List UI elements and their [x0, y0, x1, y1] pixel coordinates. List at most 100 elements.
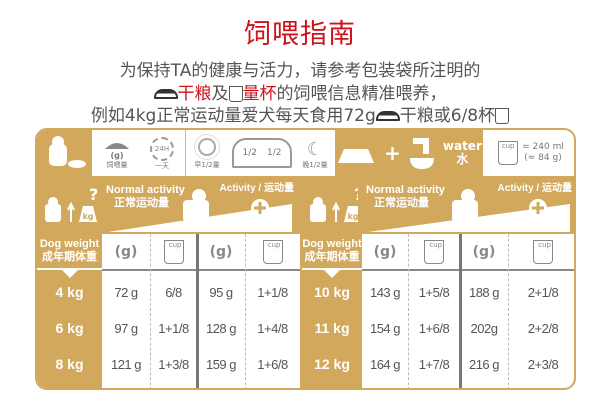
cup-icon: cup [498, 141, 519, 165]
amount-cell: 121 g [110, 356, 142, 372]
moon-icon: ☾ [306, 138, 324, 160]
one-day-label: 一天 [155, 162, 169, 170]
normal-activity-label: Normal activity 正常运动量 [366, 184, 445, 210]
cup-header: cup [245, 234, 300, 270]
svg-text:kg: kg [82, 212, 93, 221]
amount-cell: 97 g [114, 320, 138, 336]
example-text-2: 干粮或6/8杯 [399, 106, 496, 126]
svg-text:?: ? [89, 185, 98, 204]
cup-g: (≈ 84 g) [524, 153, 562, 163]
intro-line-2: 干粮及 量杯的饲喂信息精准喂养， [0, 79, 600, 104]
activity-header: Normal activity 正常运动量 Activity / 运动量 [102, 178, 300, 234]
divider [196, 234, 199, 388]
dog-weight-en: Dog weight [302, 238, 362, 250]
amount-cell: 143 g [369, 284, 401, 300]
divider [102, 269, 300, 271]
amount-cell: 2+3/8 [527, 356, 559, 372]
bowl-icon [375, 111, 400, 121]
amount-cell: 2+1/8 [527, 284, 559, 300]
sun-icon [198, 138, 216, 156]
cup-icon [495, 108, 510, 124]
cup-icon [228, 86, 243, 102]
amount-cell: 6/8 [165, 284, 182, 300]
morning-cell: 早1/2量 [187, 134, 227, 174]
grams-label: (g) [114, 244, 138, 260]
amount-cell: 164 g [369, 356, 401, 372]
feed-amount-label: 饲喂量 [106, 160, 128, 169]
activity-ramp [368, 189, 570, 232]
dog-weight-cn: 成年期体重 [42, 251, 97, 263]
evening-cell: ☾ 晚1/2量 [297, 134, 333, 174]
grams-header: (g) [197, 234, 245, 270]
cup-measure-cell: cup = 240 ml (≈ 84 g) [485, 132, 574, 174]
intro-line-3: 例如4kg正常运动量爱犬每天食用72g 干粮或6/8杯 [0, 101, 600, 126]
divider [508, 234, 509, 388]
amount-cell: 1+7/8 [418, 356, 450, 372]
day-cell: 24H 一天 [142, 134, 182, 174]
amount-cell: 1+3/8 [158, 356, 189, 372]
half-label: 1/2 [242, 148, 257, 158]
amount-cell: 95 g [209, 284, 233, 300]
amount-cell: 216 g [468, 356, 500, 372]
normal-en: Normal activity [106, 184, 185, 196]
amount-cell: 1+1/8 [158, 320, 189, 336]
intro-line-1: 为保持TA的健康与活力，请参考包装袋所注明的 [119, 61, 481, 81]
split-bowl-icon: 1/2 1/2 [232, 138, 292, 168]
grams-label: (g) [209, 244, 233, 260]
faucet-icon [409, 138, 434, 169]
amount-cell: 72 g [114, 284, 138, 300]
panel-divider [300, 178, 302, 388]
arrow-down-icon [61, 270, 78, 278]
bowl-icon [105, 142, 129, 149]
food-plus-water-cell: + water 水 [335, 130, 483, 176]
weight-cell: 11 kg [314, 320, 350, 336]
clock-icon: 24H [150, 137, 174, 161]
amount-cell: 1+5/8 [418, 284, 450, 300]
weight-cell: 6 kg [55, 320, 84, 336]
amount-cell: 154 g [369, 320, 401, 336]
amount-cell: 2+2/8 [527, 320, 559, 336]
amount-cell: 188 g [468, 284, 500, 300]
grams-header: (g) [460, 234, 508, 270]
amount-cell: 1+6/8 [257, 356, 288, 372]
cup-header: cup [408, 234, 460, 270]
cup-ml: = 240 ml [522, 142, 564, 152]
arrow-down-icon [324, 270, 340, 278]
water-cn: 水 [456, 152, 469, 166]
amount-cell: 128 g [205, 320, 237, 336]
feeding-table: (g) 饲喂量 24H 一天 早1/2量 1/2 1/2 ☾ 晚1/2量 + wa… [35, 128, 576, 390]
amount-cell: 202g [470, 320, 498, 336]
divider [408, 234, 409, 388]
divider [37, 268, 102, 270]
cup-header: cup [508, 234, 574, 270]
water-label: water 水 [443, 140, 482, 166]
morning-label: 早1/2量 [194, 161, 220, 169]
water-en: water [442, 139, 482, 153]
divider [302, 268, 362, 270]
activity-label: Activity / 运动量 [497, 183, 572, 194]
cup-measure: = 240 ml (≈ 84 g) [522, 142, 564, 164]
amount-cell: 159 g [205, 356, 237, 372]
cup-text: 量杯 [242, 84, 277, 104]
dog-weight-cn: 成年期体重 [304, 251, 360, 263]
activity-header: Normal activity 正常运动量 Activity / 运动量 [362, 178, 574, 234]
svg-text:kg: kg [347, 212, 358, 221]
dog-weight-header: Dog weight 成年期体重 [37, 234, 102, 268]
dog-weight-header: Dog weight 成年期体重 [302, 234, 362, 268]
divider [185, 130, 186, 176]
dog-bowl-icon [37, 130, 92, 176]
grams-label: (g) [373, 244, 397, 260]
divider [459, 234, 462, 388]
weight-cell: 8 kg [55, 356, 84, 372]
dry-food-text: 干粮 [177, 84, 212, 104]
page-title: 饲喂指南 [244, 19, 356, 50]
example-text: 例如4kg正常运动量爱犬每天食用72g [90, 106, 376, 126]
cup-icon: cup [424, 240, 444, 264]
activity-label: Activity / 运动量 [219, 183, 294, 194]
bowl-icon [153, 89, 178, 99]
cup-icon: cup [262, 240, 283, 264]
divider [245, 234, 246, 388]
normal-activity-label: Normal activity 正常运动量 [106, 184, 185, 210]
amount-cell: 1+4/8 [257, 320, 288, 336]
evening-label: 晚1/2量 [302, 160, 328, 169]
